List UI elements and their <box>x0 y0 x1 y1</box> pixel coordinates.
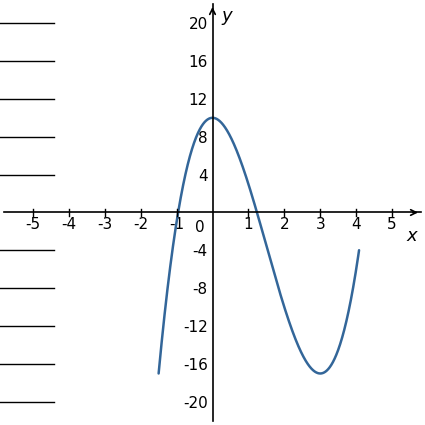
Text: y: y <box>221 7 232 25</box>
Text: 0: 0 <box>195 220 204 235</box>
Text: x: x <box>407 227 417 245</box>
